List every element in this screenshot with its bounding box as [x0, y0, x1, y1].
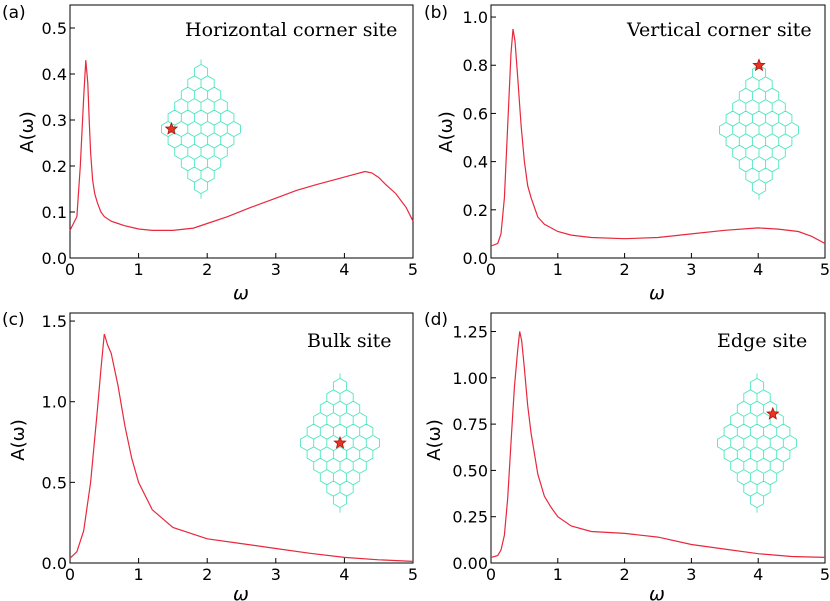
y-tick-label: 0.8 — [463, 56, 488, 75]
axes: 0 1 2 3 4 5 0.00 0.25 0.50 0.75 1.00 1.25 — [452, 312, 830, 584]
plot-frame — [490, 4, 826, 259]
panel-a: (a) Horizontal corner site 0 1 2 3 4 50.00.10… — [2, 3, 418, 304]
y-tick-label: 0.75 — [452, 415, 488, 434]
x-tick-label: 3 — [686, 260, 696, 279]
panel-title: Bulk site — [307, 330, 392, 352]
x-tick-label: 0 — [486, 260, 496, 279]
x-tick-label: 0 — [65, 260, 75, 279]
axes: 0 1 2 3 4 5 0.0 0.5 1.0 1.5 — [42, 312, 419, 584]
y-tick-label: 0.50 — [452, 461, 488, 480]
x-axis-label: ω — [233, 583, 249, 601]
star-marker-icon — [164, 121, 179, 135]
y-tick-label: 0.4 — [463, 153, 488, 172]
x-tick-label: 5 — [408, 260, 418, 279]
panel-d: (d) Edge site 0 1 2 3 4 5 0.00 0.25 0.50 0.75 1.00… — [424, 310, 830, 601]
star-marker-icon — [766, 406, 780, 420]
x-axis-label: ω — [649, 282, 665, 304]
x-tick-label: 3 — [271, 565, 281, 584]
honeycomb-lattice — [161, 63, 241, 195]
y-tick-label: 1.0 — [42, 393, 67, 412]
x-tick-label: 0 — [486, 565, 496, 584]
lattice-inset — [300, 373, 380, 513]
star-marker-icon — [333, 435, 347, 449]
panel-tag: (a) — [2, 3, 26, 23]
plot-frame — [490, 312, 826, 564]
panel-title: Vertical corner site — [626, 19, 812, 41]
x-tick-label: 5 — [820, 565, 830, 584]
x-axis-label: ω — [233, 282, 249, 304]
x-axis-label: ω — [649, 583, 665, 601]
panel-tag: (d) — [424, 310, 448, 330]
x-tick-label: 3 — [271, 260, 281, 279]
y-tick-label: 0.0 — [42, 554, 67, 573]
x-tick-label: 1 — [553, 565, 563, 584]
y-tick-label: 0.0 — [463, 249, 488, 268]
axes: 0 1 2 3 4 5 0.0 0.2 0.4 0.6 0.8 1.0 — [463, 4, 830, 279]
y-tick-label: 1.25 — [452, 323, 488, 342]
y-tick-label: 0.5 — [42, 473, 67, 492]
x-tick-label: 2 — [202, 565, 212, 584]
panel-b: (b) Vertical corner site 0 1 2 3 4 5 0.0 0.2 0.4… — [424, 3, 830, 304]
honeycomb-lattice — [717, 377, 797, 509]
plot-frame — [69, 4, 414, 259]
x-tick-label: 5 — [820, 260, 830, 279]
y-tick-label: 0.2 — [463, 201, 488, 220]
panel-title: Edge site — [717, 330, 807, 352]
plot-frame — [69, 312, 414, 564]
panel-title: Horizontal corner site — [185, 19, 397, 41]
x-tick-label: 4 — [753, 260, 763, 279]
x-tick-label: 4 — [339, 260, 349, 279]
honeycomb-lattice — [300, 377, 380, 509]
y-tick-label: 0.00 — [452, 554, 488, 573]
y-tick-label: 0.0 — [42, 249, 67, 268]
y-tick-label: 1.5 — [42, 312, 67, 331]
y-tick-label: 0.6 — [463, 104, 488, 123]
star-marker-icon — [752, 58, 766, 72]
y-axis-label: A(ω) — [436, 111, 457, 152]
panel-tag: (b) — [424, 3, 448, 23]
axes: 0 1 2 3 4 5 0.0 0.1 0.2 0.3 0.4 0.5 — [42, 4, 418, 279]
y-axis-label: A(ω) — [424, 419, 445, 460]
x-tick-label: 4 — [753, 565, 763, 584]
x-tick-label: 0 — [65, 565, 75, 584]
x-tick-label: 3 — [686, 565, 696, 584]
x-tick-label: 2 — [620, 565, 630, 584]
series-line — [490, 29, 826, 247]
y-tick-label: 0.25 — [452, 508, 488, 527]
lattice-inset — [717, 373, 797, 513]
y-tick-label: 0.5 — [42, 19, 67, 38]
series-line — [69, 333, 414, 562]
y-tick-label: 0.4 — [42, 65, 67, 84]
y-tick-label: 0.1 — [42, 203, 67, 222]
y-tick-label: 0.3 — [42, 111, 67, 130]
x-tick-label: 1 — [134, 260, 144, 279]
x-tick-label: 1 — [134, 565, 144, 584]
y-tick-label: 0.2 — [42, 157, 67, 176]
series-line — [490, 331, 826, 558]
lattice-inset — [719, 58, 799, 200]
y-axis-label: A(ω) — [8, 419, 29, 460]
panel-tag: (c) — [2, 310, 25, 330]
x-tick-label: 2 — [620, 260, 630, 279]
honeycomb-lattice — [719, 64, 799, 196]
y-tick-label: 1.00 — [452, 369, 488, 388]
panel-c: (c) Bulk site 0 1 2 3 4 5 0.0 0.5 1.0 1.5 ω A(ω) — [2, 310, 418, 601]
x-tick-label: 2 — [202, 260, 212, 279]
y-axis-label: A(ω) — [17, 111, 38, 152]
x-tick-label: 1 — [553, 260, 563, 279]
x-tick-label: 4 — [339, 565, 349, 584]
lattice-inset — [161, 59, 241, 199]
x-tick-label: 5 — [408, 565, 418, 584]
y-tick-label: 1.0 — [463, 8, 488, 27]
series-line — [69, 60, 414, 231]
